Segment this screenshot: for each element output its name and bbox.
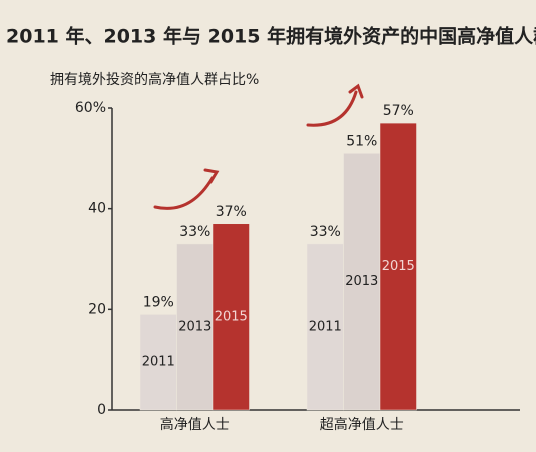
y-tick-label: 20 bbox=[88, 301, 106, 317]
value-label: 37% bbox=[216, 204, 247, 220]
subtitle: 拥有境外投资的高净值人群占比% bbox=[50, 71, 259, 88]
value-label: 19% bbox=[143, 294, 174, 310]
x-tick-label: 超高净值人士 bbox=[320, 416, 404, 433]
value-label: 57% bbox=[383, 103, 414, 119]
series-name-label: 2013 bbox=[345, 274, 378, 289]
y-tick-label: 0 bbox=[97, 402, 106, 418]
x-tick-label: 高净值人士 bbox=[160, 416, 230, 433]
arrow-head bbox=[348, 83, 364, 99]
bar bbox=[343, 153, 381, 411]
bar bbox=[212, 223, 250, 411]
y-tick-label: 60% bbox=[75, 100, 106, 116]
decor-arrows bbox=[153, 83, 364, 210]
arrow bbox=[306, 90, 358, 127]
arrow bbox=[153, 176, 214, 210]
series-name-label: 2015 bbox=[382, 259, 415, 274]
series-name-label: 2015 bbox=[215, 309, 248, 324]
bar bbox=[306, 243, 344, 411]
value-label: 51% bbox=[346, 133, 377, 149]
arrow-head bbox=[203, 168, 220, 184]
bar bbox=[379, 122, 417, 411]
series-name-label: 2011 bbox=[309, 319, 342, 334]
bar bbox=[176, 243, 214, 411]
value-label: 33% bbox=[179, 224, 210, 240]
series-name-label: 2013 bbox=[178, 319, 211, 334]
y-tick-label: 40 bbox=[88, 201, 106, 217]
chart-title: 2011 年、2013 年与 2015 年拥有境外资产的中国高净值人群对比 bbox=[6, 25, 536, 48]
value-label: 33% bbox=[310, 224, 341, 240]
series-name-label: 2011 bbox=[142, 355, 175, 370]
